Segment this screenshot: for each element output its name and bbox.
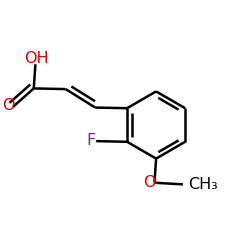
Text: CH₃: CH₃ [188, 177, 218, 192]
Text: O: O [143, 175, 156, 190]
Text: OH: OH [24, 52, 49, 66]
Text: F: F [86, 133, 96, 148]
Text: O: O [2, 98, 15, 114]
